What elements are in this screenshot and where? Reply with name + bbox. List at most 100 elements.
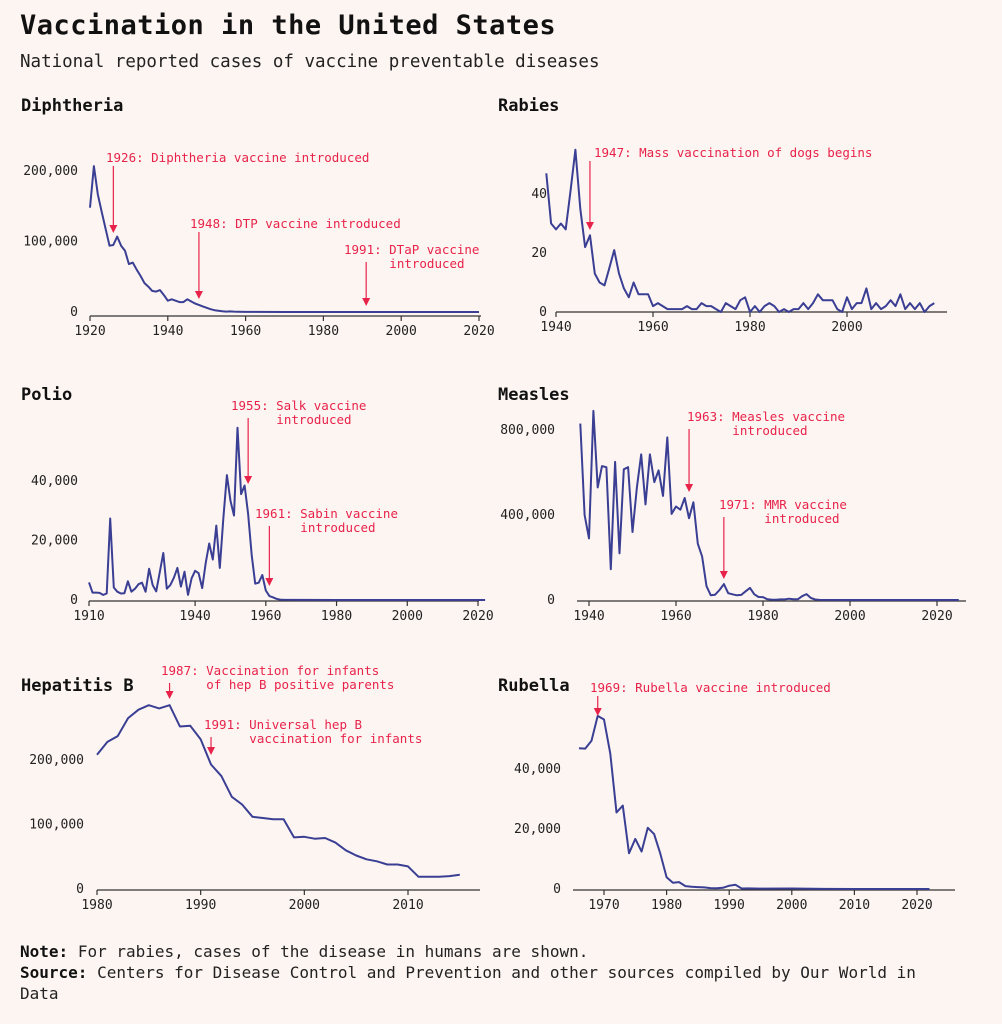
y-tick-label: 800,000 xyxy=(500,423,555,438)
annotation-arrow-head xyxy=(362,298,371,306)
annotation-text: 1926: Diphtheria vaccine introduced xyxy=(106,150,369,165)
annotation-line: 1961: Sabin vaccine xyxy=(255,506,398,521)
x-tick-label: 2020 xyxy=(463,324,494,339)
y-tick-label: 20,000 xyxy=(31,534,78,549)
annotation-arrow-head xyxy=(194,291,203,299)
chart-panel-hepatitis-b: Hepatitis B 1980 1990 2000 2010 0 100,000 200,0… xyxy=(21,663,480,913)
x-tick-label: 1910 xyxy=(73,609,104,624)
annotation-arrow-head xyxy=(244,476,253,484)
y-tick-label: 400,000 xyxy=(500,508,555,523)
series-line-rubella xyxy=(578,714,930,890)
chart-title: Diphtheria xyxy=(21,96,123,116)
annotation-arrow-head xyxy=(109,225,118,233)
y-tick-label: 200,000 xyxy=(29,753,84,768)
x-tick-label: 1940 xyxy=(573,609,604,624)
chart-title: Hepatitis B xyxy=(21,676,134,696)
y-tick-label: 100,000 xyxy=(23,235,78,250)
chart-panel-diphtheria: Diphtheria 1920 1940 1960 1980 2000 2020 0 100,0… xyxy=(21,96,495,339)
note-label: Note: xyxy=(20,942,69,961)
x-tick-label: 2000 xyxy=(289,898,320,913)
note: Note: For rabies, cases of the disease i… xyxy=(20,941,920,962)
annotation-text: 1947: Mass vaccination of dogs begins xyxy=(594,145,872,160)
annotation-line: introduced xyxy=(276,412,351,427)
annotation-line: 1987: Vaccination for infants xyxy=(161,663,379,678)
annotation-arrow-head xyxy=(207,747,216,755)
note-text: For rabies, cases of the disease in huma… xyxy=(77,942,589,961)
x-tick-label: 1960 xyxy=(250,609,281,624)
y-tick-label: 0 xyxy=(547,593,555,608)
chart-panel-polio: Polio 1910 1940 1960 1980 2000 2020 0 20,000 40,0… xyxy=(21,385,494,624)
annotation-line: 1955: Salk vaccine xyxy=(231,398,366,413)
x-tick-label: 1960 xyxy=(660,609,691,624)
annotation-arrow-head xyxy=(165,691,174,699)
annotation-text: 1963: Measles vaccine introduced xyxy=(687,409,845,438)
chart-title: Measles xyxy=(498,385,570,405)
x-tick-label: 2000 xyxy=(386,324,417,339)
annotation-line: vaccination for infants xyxy=(249,731,422,746)
annotation-arrow-head xyxy=(593,708,602,716)
y-tick-label: 0 xyxy=(70,593,78,608)
y-tick-label: 0 xyxy=(70,305,78,320)
y-tick-label: 0 xyxy=(553,882,561,897)
x-tick-label: 2000 xyxy=(834,609,865,624)
annotation-arrow-head xyxy=(265,578,274,586)
x-tick-label: 1970 xyxy=(588,898,619,913)
annotation-text: 1987: Vaccination for infants of hep B po… xyxy=(161,663,394,692)
chart-panel-rabies: Rabies 1940 1960 1980 2000 0 20 40 1947: Mass va… xyxy=(498,96,947,335)
x-tick-label: 2000 xyxy=(392,609,423,624)
series-line-measles xyxy=(579,409,959,601)
x-tick-label: 1990 xyxy=(185,898,216,913)
x-tick-label: 2000 xyxy=(776,898,807,913)
series-line-rabies xyxy=(545,148,935,313)
annotation-line: 1971: MMR vaccine xyxy=(719,497,847,512)
y-tick-label: 40,000 xyxy=(31,474,78,489)
annotation-line: 1948: DTP vaccine introduced xyxy=(190,216,401,231)
x-tick-label: 1940 xyxy=(152,324,183,339)
source-text: Centers for Disease Control and Preventi… xyxy=(20,963,916,1003)
x-tick-label: 1980 xyxy=(747,609,778,624)
annotation-line: 1991: Universal hep B xyxy=(204,717,362,732)
chart-panel-rubella: Rubella 1970 1980 1990 2000 2010 2020 0 20,000 40… xyxy=(498,676,955,913)
x-tick-label: 1940 xyxy=(179,609,210,624)
x-tick-label: 1980 xyxy=(321,609,352,624)
y-tick-label: 40 xyxy=(531,187,547,202)
annotation-text: 1961: Sabin vaccine introduced xyxy=(255,506,398,535)
x-tick-label: 2020 xyxy=(921,609,952,624)
x-tick-label: 2020 xyxy=(901,898,932,913)
x-tick-label: 2000 xyxy=(831,320,862,335)
annotation-line: introduced xyxy=(764,511,839,526)
page-subtitle: National reported cases of vaccine preve… xyxy=(20,52,600,72)
x-tick-label: 1920 xyxy=(74,324,105,339)
annotation-text: 1969: Rubella vaccine introduced xyxy=(590,680,831,695)
y-tick-label: 20 xyxy=(531,246,547,261)
annotation-arrow-head xyxy=(585,222,594,230)
chart-title: Polio xyxy=(21,385,72,405)
page-title: Vaccination in the United States xyxy=(20,10,557,41)
x-tick-label: 2010 xyxy=(392,898,423,913)
annotation-arrow-head xyxy=(685,484,694,492)
y-tick-label: 0 xyxy=(76,882,84,897)
chart-title: Rabies xyxy=(498,96,559,116)
x-tick-label: 2010 xyxy=(839,898,870,913)
series-line-polio xyxy=(88,426,486,601)
footer: Note: For rabies, cases of the disease i… xyxy=(20,941,920,1004)
x-tick-label: 1960 xyxy=(637,320,668,335)
chart-panel-measles: Measles 1940 1960 1980 2000 2020 0 400,000 800,0… xyxy=(498,385,966,624)
annotation-text: 1948: DTP vaccine introduced xyxy=(190,216,401,231)
y-tick-label: 0 xyxy=(539,305,547,320)
annotation-line: introduced xyxy=(300,520,375,535)
y-tick-label: 200,000 xyxy=(23,164,78,179)
x-tick-label: 1960 xyxy=(230,324,261,339)
annotation-text: 1991: DTaP vaccine introduced xyxy=(344,242,479,271)
y-tick-label: 100,000 xyxy=(29,818,84,833)
annotation-line: 1947: Mass vaccination of dogs begins xyxy=(594,145,872,160)
annotation-line: introduced xyxy=(732,423,807,438)
annotation-arrow-head xyxy=(719,571,728,579)
y-tick-label: 20,000 xyxy=(514,822,561,837)
chart-title: Rubella xyxy=(498,676,570,696)
annotation-line: 1969: Rubella vaccine introduced xyxy=(590,680,831,695)
annotation-text: 1955: Salk vaccine introduced xyxy=(231,398,366,427)
source-label: Source: xyxy=(20,963,88,982)
